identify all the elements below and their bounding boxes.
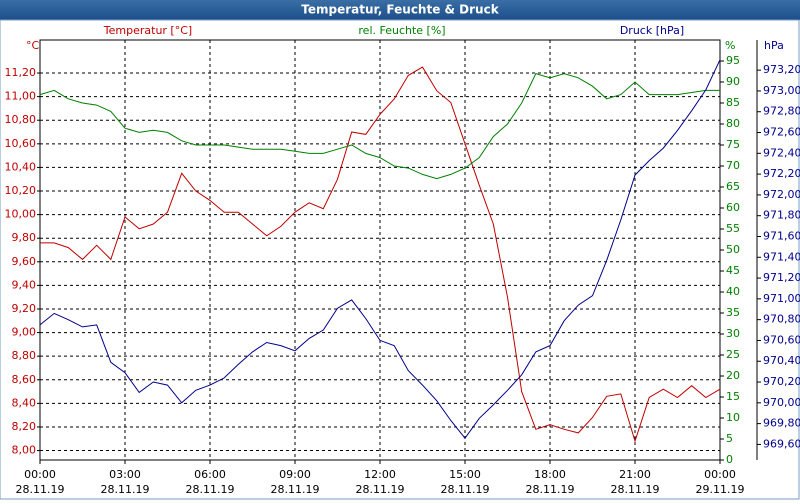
x-tick-label: 03:00: [109, 468, 141, 481]
y3-tick-label: 969,80: [763, 417, 800, 430]
y-tick-label: 9,60: [12, 255, 37, 268]
y3-tick-label: 972,40: [763, 146, 800, 159]
y2-tick-label: 95: [726, 54, 740, 67]
y-tick-label: 8,00: [12, 444, 37, 457]
y3-tick-label: 970,60: [763, 333, 800, 346]
x-tick-label: 18:00: [534, 468, 566, 481]
legend-entry: rel. Feuchte [%]: [358, 24, 445, 37]
y-tick-label: 10,20: [5, 184, 37, 197]
y3-tick-label: 971,40: [763, 250, 800, 263]
x-tick-date: 28.11.19: [356, 483, 405, 496]
y-tick-label: 10,40: [5, 160, 37, 173]
x-tick-label: 21:00: [619, 468, 651, 481]
y-tick-label: 9,40: [12, 278, 37, 291]
y2-tick-label: 90: [726, 75, 740, 88]
y-axis-unit: °C: [26, 39, 40, 52]
y2-tick-label: 35: [726, 306, 740, 319]
y-tick-label: 10,60: [5, 137, 37, 150]
y2-tick-label: 10: [726, 411, 740, 424]
y-tick-label: 8,20: [12, 420, 37, 433]
x-tick-label: 06:00: [194, 468, 226, 481]
x-tick-date: 29.11.19: [696, 483, 745, 496]
chart-title: Temperatur, Feuchte & Druck: [301, 3, 499, 17]
y3-axis-unit: hPa: [764, 39, 784, 52]
x-tick-date: 28.11.19: [441, 483, 490, 496]
y3-tick-label: 970,80: [763, 313, 800, 326]
y2-tick-label: 30: [726, 327, 740, 340]
x-tick-date: 28.11.19: [526, 483, 575, 496]
y-tick-label: 10,00: [5, 208, 37, 221]
y3-tick-label: 971,80: [763, 209, 800, 222]
y3-tick-label: 972,80: [763, 105, 800, 118]
y2-tick-label: 55: [726, 222, 740, 235]
title-bar: [0, 0, 800, 20]
y2-tick-label: 75: [726, 138, 740, 151]
x-tick-date: 28.11.19: [101, 483, 150, 496]
y-tick-label: 8,40: [12, 396, 37, 409]
y2-axis-unit: %: [725, 39, 735, 52]
series-line: [40, 66, 721, 443]
y2-tick-label: 80: [726, 117, 740, 130]
x-tick-label: 00:00: [704, 468, 736, 481]
frame: [0, 19, 800, 500]
y2-tick-label: 20: [726, 369, 740, 382]
y2-tick-label: 60: [726, 201, 740, 214]
y2-tick-label: 25: [726, 348, 740, 361]
x-tick-label: 15:00: [449, 468, 481, 481]
y3-tick-label: 970,20: [763, 375, 800, 388]
y3-tick-label: 973,00: [763, 84, 800, 97]
y2-tick-label: 5: [726, 432, 733, 445]
x-tick-date: 28.11.19: [611, 483, 660, 496]
y-tick-label: 8,80: [12, 349, 37, 362]
y3-tick-label: 973,20: [763, 63, 800, 76]
y3-tick-label: 972,60: [763, 126, 800, 139]
y2-tick-label: 40: [726, 285, 740, 298]
y-tick-label: 9,80: [12, 231, 37, 244]
y-tick-label: 11,00: [5, 90, 37, 103]
y2-tick-label: 50: [726, 243, 740, 256]
x-tick-label: 00:00: [24, 468, 56, 481]
y3-tick-label: 971,00: [763, 292, 800, 305]
series-line: [39, 72, 720, 180]
y3-tick-label: 972,00: [763, 188, 800, 201]
x-tick-date: 28.11.19: [186, 483, 235, 496]
y3-tick-label: 970,40: [763, 354, 800, 367]
series-line: [39, 59, 721, 440]
y-tick-label: 9,00: [12, 326, 37, 339]
x-tick-date: 28.11.19: [271, 483, 320, 496]
legend-entry: Druck [hPa]: [620, 24, 684, 37]
y3-tick-label: 971,20: [763, 271, 800, 284]
y3-tick-label: 969,60: [763, 437, 800, 450]
x-tick-date: 28.11.19: [16, 483, 65, 496]
y-tick-label: 9,20: [12, 302, 37, 315]
y-tick-label: 8,60: [12, 373, 37, 386]
y3-tick-label: 970,00: [763, 396, 800, 409]
y2-tick-label: 15: [726, 390, 740, 403]
y2-tick-label: 65: [726, 180, 740, 193]
y-tick-label: 10,80: [5, 113, 37, 126]
y3-tick-label: 971,60: [763, 229, 800, 242]
x-tick-label: 09:00: [279, 468, 311, 481]
x-tick-label: 12:00: [364, 468, 396, 481]
y-tick-label: 11,20: [5, 66, 37, 79]
y2-tick-label: 45: [726, 264, 740, 277]
legend-entry: Temperatur [°C]: [103, 24, 192, 37]
y3-tick-label: 972,20: [763, 167, 800, 180]
y2-tick-label: 0: [726, 453, 733, 466]
y2-tick-label: 85: [726, 96, 740, 109]
y2-tick-label: 70: [726, 159, 740, 172]
